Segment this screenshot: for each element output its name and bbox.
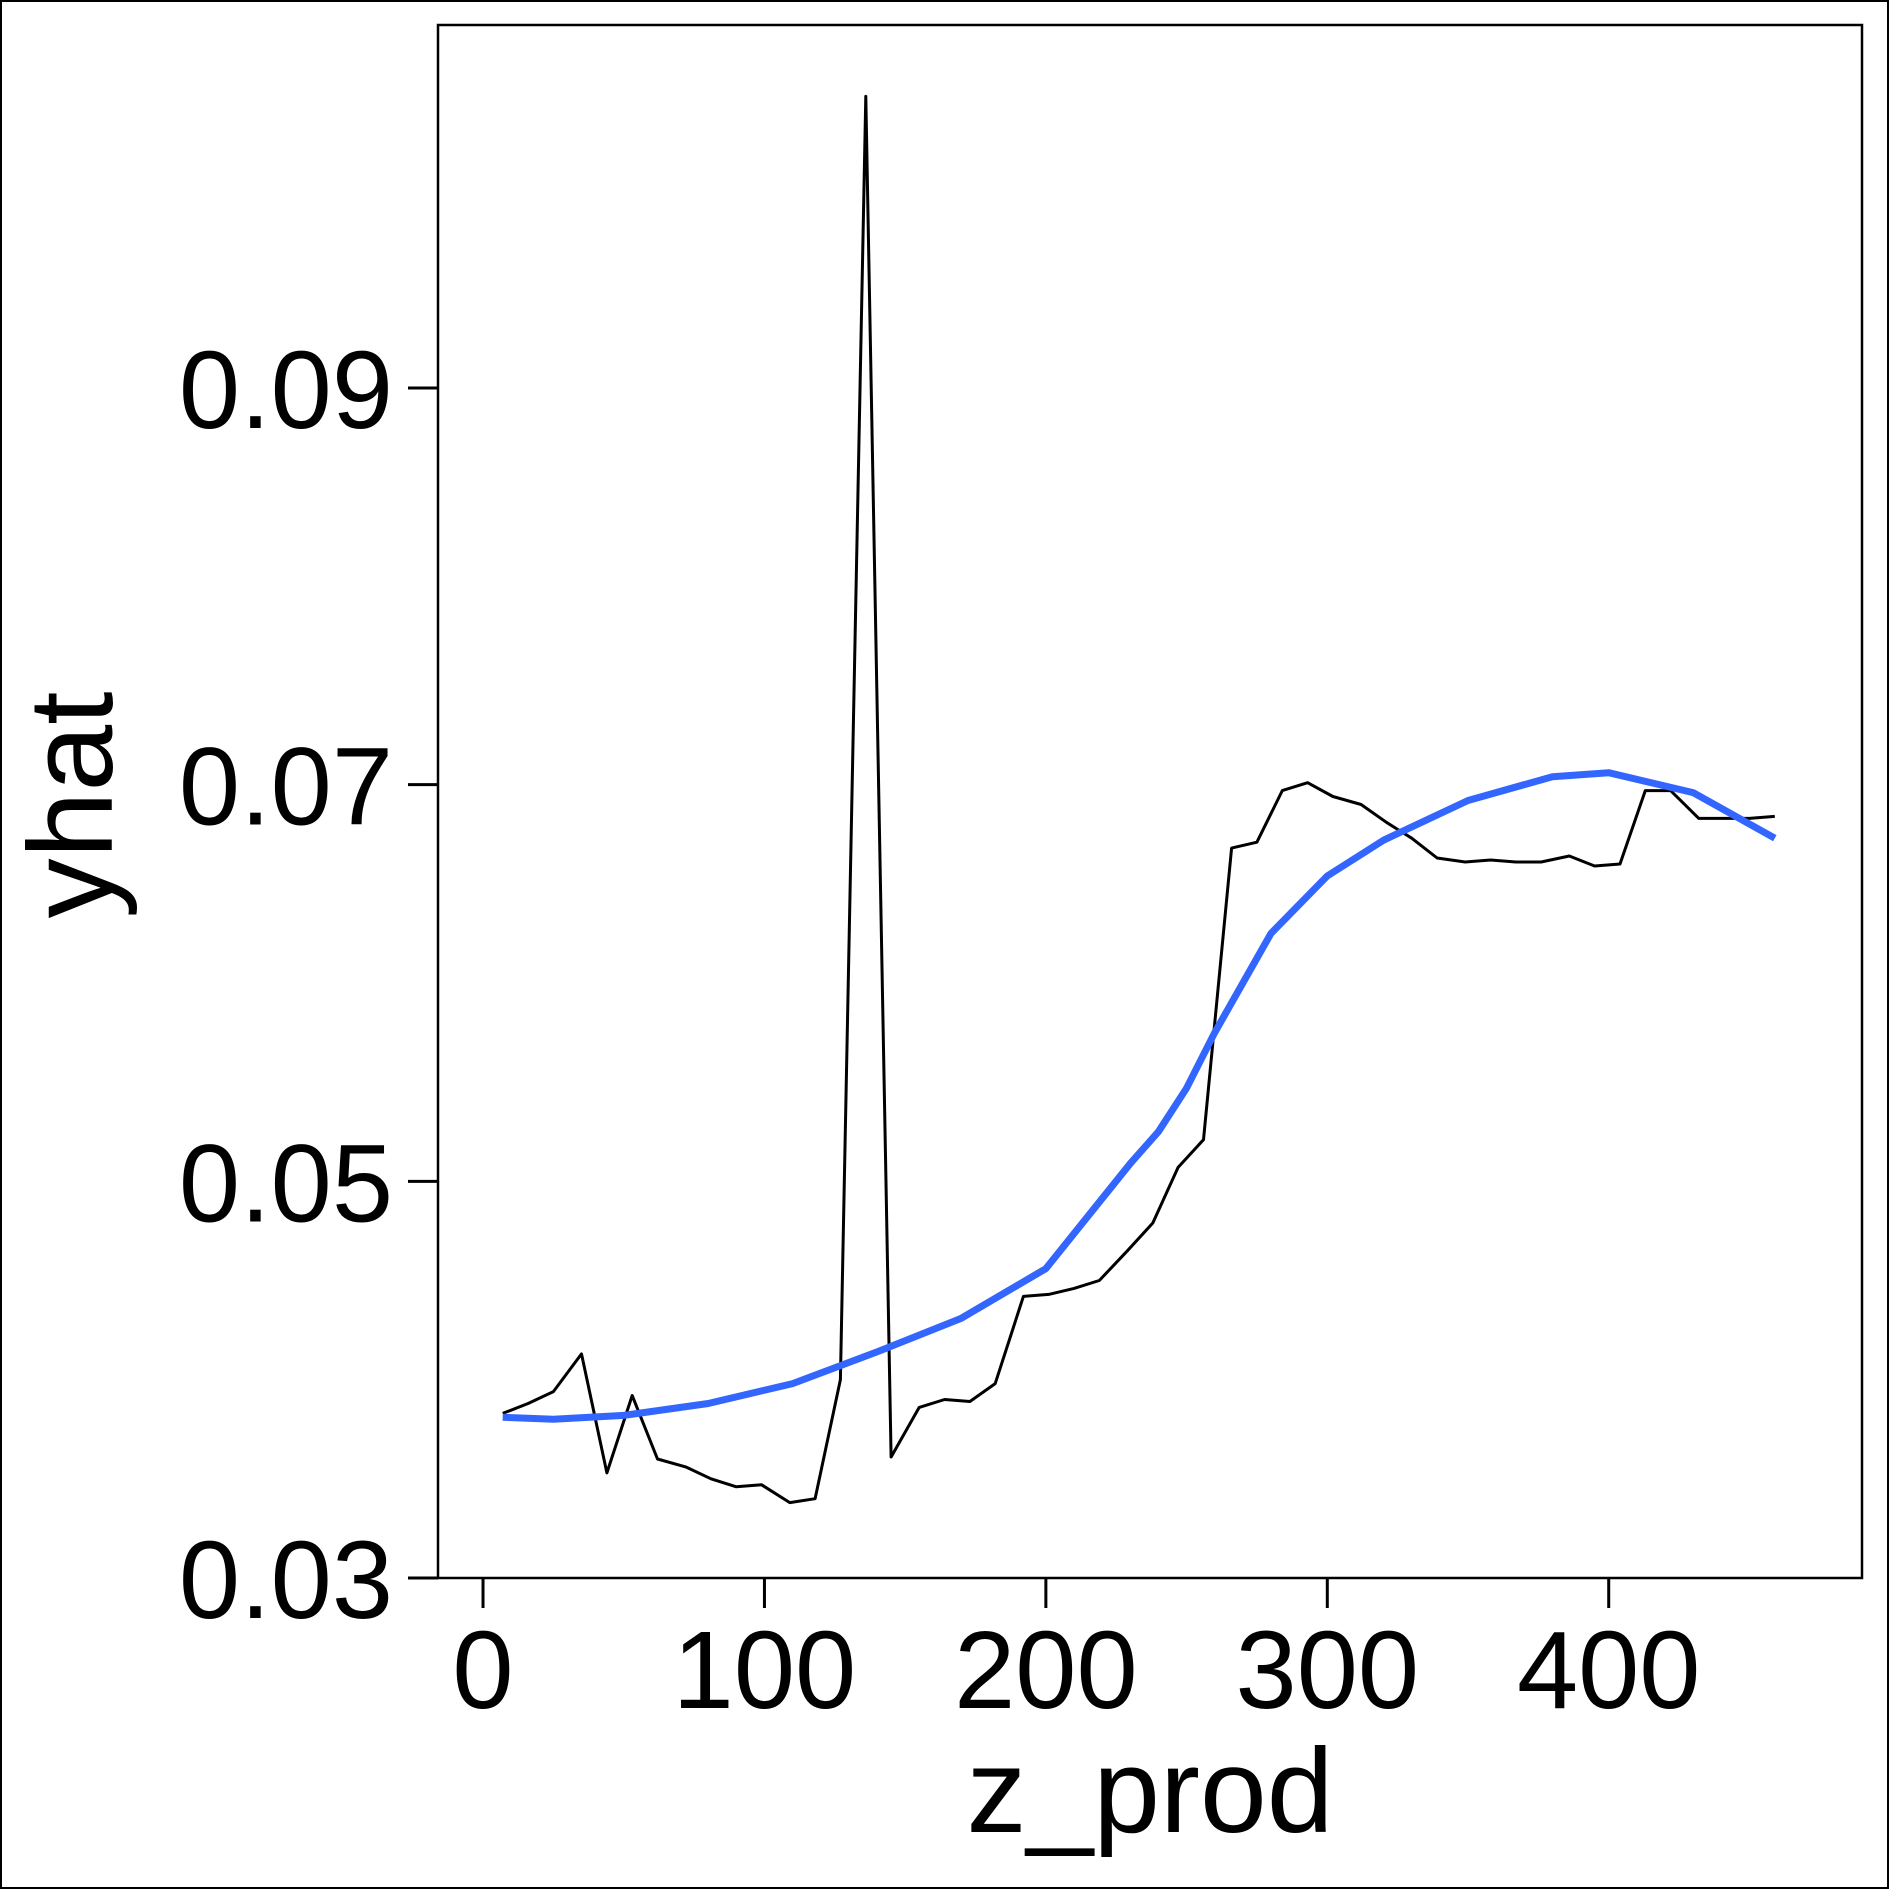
x-tick-label: 0 xyxy=(452,1609,513,1732)
x-tick-label: 300 xyxy=(1236,1609,1420,1732)
y-axis: 0.03 0.05 0.07 0.09 xyxy=(179,329,438,1642)
x-axis-title: z_prod xyxy=(967,1724,1334,1858)
y-axis-title: yhat xyxy=(4,692,138,919)
plot-frame xyxy=(436,23,1864,1580)
smooth-trend-line xyxy=(502,769,1777,1423)
series-layer xyxy=(502,94,1777,1505)
x-tick-label: 400 xyxy=(1517,1609,1701,1732)
x-axis: 0 100 200 300 400 xyxy=(452,1578,1700,1732)
x-tick-label: 100 xyxy=(673,1609,857,1732)
y-tick-label: 0.03 xyxy=(179,1519,393,1642)
y-tick-label: 0.05 xyxy=(179,1122,393,1245)
x-tick-label: 200 xyxy=(954,1609,1138,1732)
y-tick-label: 0.09 xyxy=(179,329,393,452)
data-series-line xyxy=(502,94,1775,1505)
y-tick-label: 0.07 xyxy=(179,726,393,849)
